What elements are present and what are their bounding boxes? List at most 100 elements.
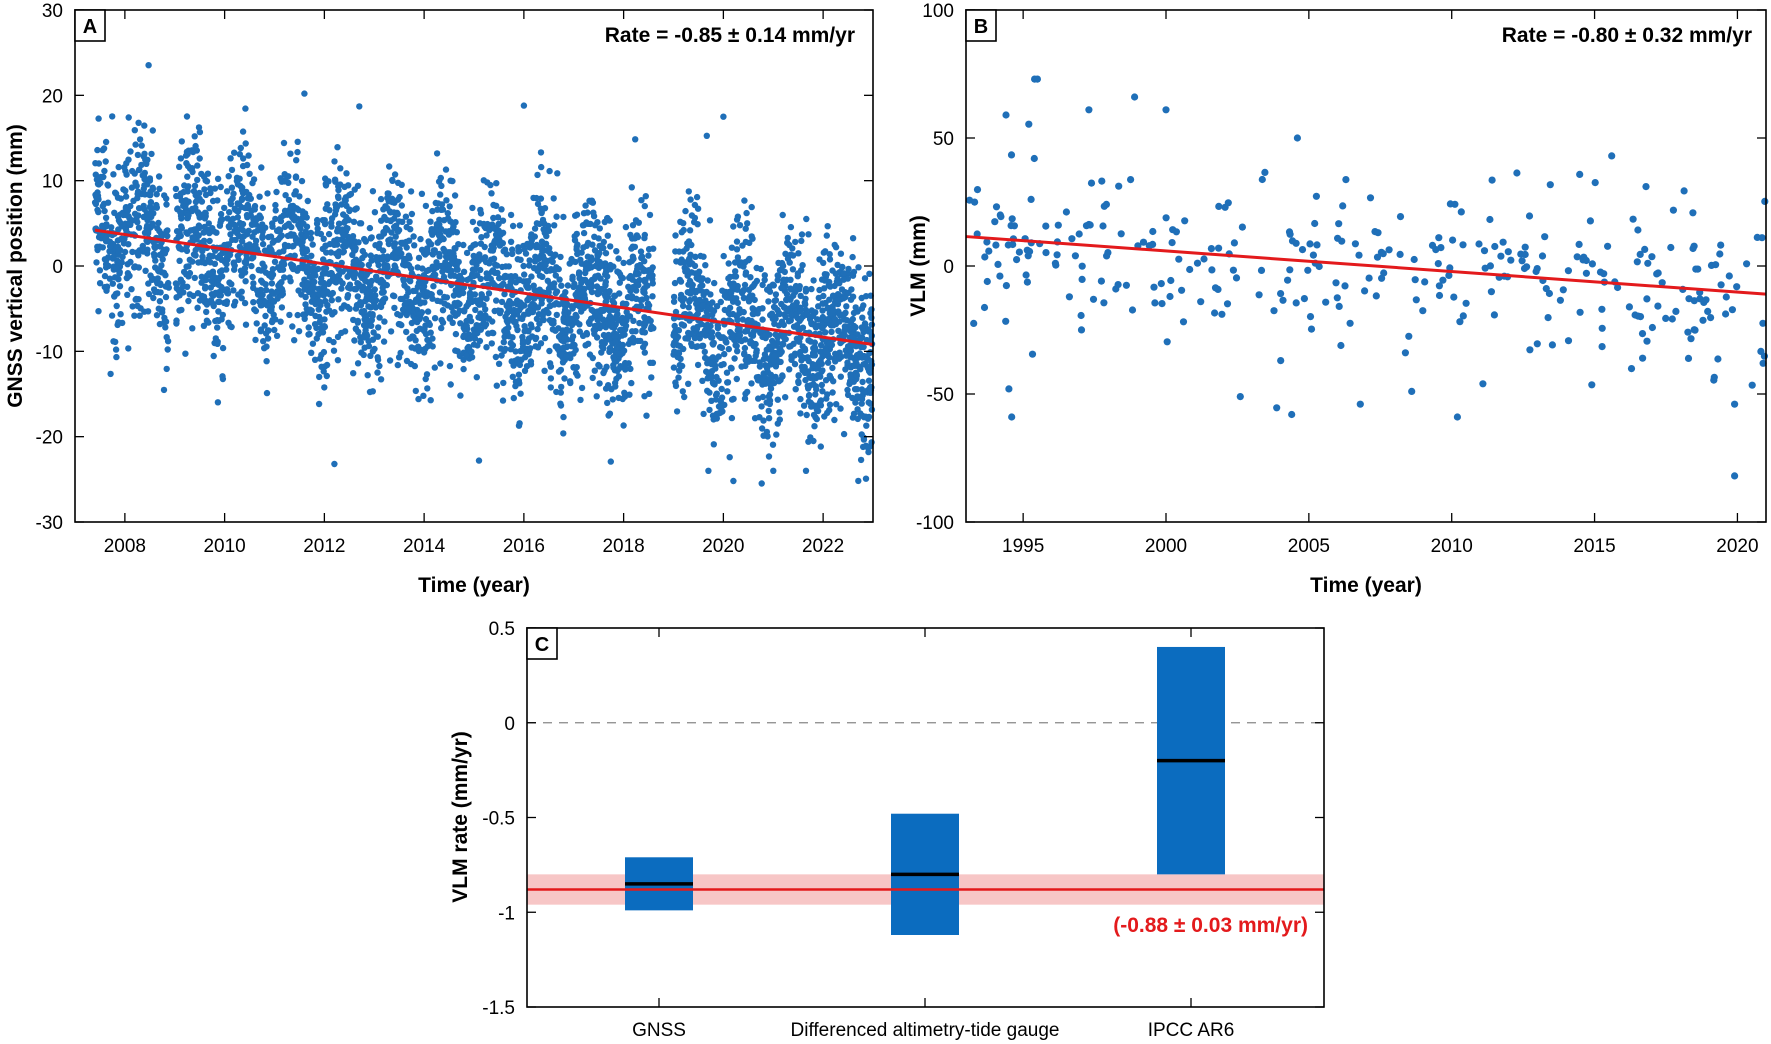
data-point: [291, 191, 298, 198]
data-point: [364, 332, 371, 340]
data-point: [159, 309, 166, 316]
data-point: [285, 196, 293, 204]
data-point: [702, 262, 709, 269]
data-point: [729, 284, 736, 291]
data-point: [774, 306, 781, 314]
data-point: [219, 344, 227, 352]
data-point: [160, 386, 168, 394]
data-point: [720, 361, 727, 368]
data-point: [1545, 289, 1553, 298]
data-point: [164, 232, 171, 240]
data-point: [1576, 308, 1584, 316]
data-point: [771, 297, 778, 305]
data-point: [826, 296, 833, 303]
data-point: [316, 355, 324, 362]
data-point: [249, 273, 256, 281]
data-point: [1027, 195, 1035, 203]
data-point: [640, 286, 647, 293]
data-point: [449, 255, 456, 262]
data-point: [1459, 312, 1467, 320]
data-point: [185, 183, 192, 190]
data-point: [173, 281, 180, 288]
data-point: [411, 242, 418, 249]
data-point: [480, 177, 487, 184]
data-point: [444, 266, 452, 274]
data-point: [1408, 387, 1416, 395]
data-point: [205, 220, 212, 227]
data-point: [274, 295, 281, 302]
data-point: [452, 330, 460, 338]
data-point: [391, 304, 398, 312]
data-point: [1002, 282, 1011, 290]
data-point: [257, 326, 265, 333]
data-point: [699, 377, 706, 384]
data-point: [162, 324, 169, 331]
x-tick-label: GNSS: [632, 1020, 686, 1041]
data-point: [629, 222, 637, 229]
data-point: [628, 184, 635, 191]
data-point: [693, 193, 701, 201]
data-point: [354, 293, 361, 300]
data-point: [498, 298, 506, 306]
data-point: [590, 209, 597, 216]
data-point: [306, 306, 314, 313]
data-point: [132, 141, 139, 148]
data-point: [1279, 296, 1287, 304]
data-point: [734, 299, 741, 307]
data-point: [250, 280, 257, 287]
data-point: [638, 254, 645, 262]
data-point: [1149, 227, 1157, 236]
data-point: [263, 389, 271, 397]
data-point: [573, 211, 581, 218]
data-point: [519, 343, 527, 351]
data-point: [203, 301, 211, 308]
y-tick-label: 50: [933, 129, 954, 150]
data-point: [787, 223, 795, 231]
data-point: [172, 185, 180, 193]
data-point: [201, 285, 209, 292]
data-point: [1475, 240, 1483, 248]
data-point: [153, 204, 160, 211]
data-point: [561, 375, 568, 382]
data-point: [500, 280, 507, 287]
data-point: [853, 386, 861, 393]
x-tick-label: 2010: [1431, 536, 1473, 557]
data-point: [515, 371, 523, 378]
data-point: [95, 308, 102, 315]
data-point: [1361, 287, 1369, 295]
data-point: [577, 396, 584, 404]
data-point: [341, 183, 348, 191]
data-point: [725, 345, 732, 353]
data-point: [582, 276, 589, 284]
data-point: [560, 430, 567, 437]
data-point: [430, 283, 437, 290]
panel-b-trend-line: [965, 235, 1767, 296]
data-point: [344, 294, 351, 301]
data-point: [1193, 259, 1202, 267]
data-point: [1307, 325, 1316, 333]
data-point: [678, 362, 686, 370]
y-tick-label: -100: [916, 513, 954, 534]
data-point: [546, 317, 554, 324]
data-point: [131, 264, 138, 271]
data-point: [496, 242, 504, 249]
data-point: [749, 305, 756, 312]
data-point: [571, 341, 578, 349]
data-point: [583, 219, 590, 226]
panel-b-data-points: [965, 75, 1769, 480]
data-point: [347, 285, 354, 292]
data-point: [798, 237, 805, 245]
data-point: [126, 215, 133, 222]
data-point: [358, 349, 365, 356]
data-point: [1480, 247, 1489, 255]
data-point: [263, 286, 270, 294]
data-point: [551, 222, 558, 229]
data-point: [189, 325, 196, 332]
data-point: [507, 346, 514, 353]
data-point: [446, 314, 454, 321]
data-point: [777, 266, 785, 273]
data-point: [346, 305, 353, 312]
data-point: [352, 270, 359, 277]
data-point: [523, 350, 530, 358]
data-point: [630, 317, 637, 324]
